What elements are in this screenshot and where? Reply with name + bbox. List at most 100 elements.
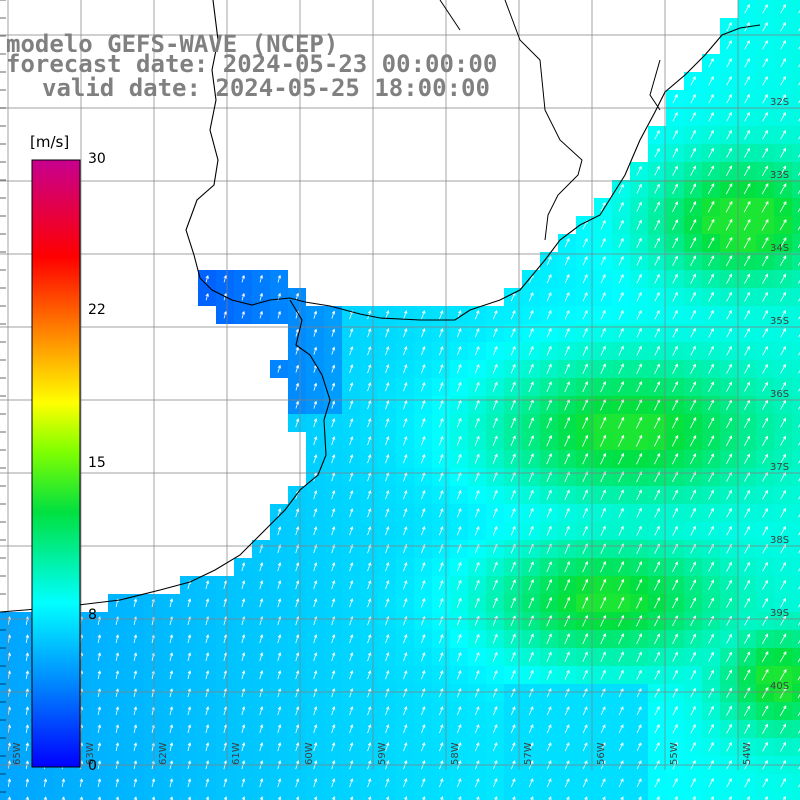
wind-arrow [421, 778, 426, 788]
wind-arrow [25, 778, 30, 787]
wind-arrow [636, 183, 642, 194]
wind-arrow [403, 417, 408, 428]
wind-arrow [492, 633, 498, 644]
wind-cell [378, 792, 396, 800]
wind-arrow [492, 471, 498, 482]
lon-label: 63W [85, 742, 96, 765]
wind-arrow [797, 225, 800, 231]
wind-arrow [780, 112, 786, 122]
wind-arrow [277, 724, 282, 734]
wind-cell [486, 792, 504, 800]
wind-arrow [277, 778, 282, 788]
wind-arrow [690, 778, 696, 788]
wind-arrow [779, 237, 787, 249]
wind-arrow [654, 363, 660, 374]
wind-arrow [780, 58, 786, 68]
wind-arrow [797, 693, 800, 699]
wind-arrow [385, 778, 390, 788]
wind-cell [792, 558, 800, 576]
wind-arrow [708, 381, 714, 392]
wind-arrow [708, 615, 714, 626]
wind-arrow [726, 309, 732, 320]
wind-arrow [654, 579, 661, 591]
wind-arrow [798, 81, 800, 86]
wind-arrow [421, 310, 426, 320]
wind-arrow [690, 453, 697, 465]
wind-arrow [187, 634, 192, 644]
wind-arrow [295, 688, 300, 698]
wind-arrow [582, 381, 588, 393]
coastline [185, 0, 761, 321]
wind-arrow [672, 345, 678, 356]
wind-arrow [349, 400, 354, 410]
wind-arrow [331, 436, 336, 446]
wind-arrow [798, 63, 800, 68]
wind-cell [792, 342, 800, 360]
wind-arrow [690, 165, 696, 176]
wind-arrow [205, 796, 210, 800]
wind-arrow [798, 603, 800, 608]
wind-arrow [241, 562, 246, 572]
wind-arrow [564, 274, 570, 284]
wind-arrow [564, 416, 571, 429]
wind-arrow [133, 778, 138, 788]
wind-arrow [385, 328, 390, 338]
wind-cell [738, 792, 756, 800]
lat-label: 36S [770, 389, 789, 400]
wind-arrow [798, 351, 800, 356]
wind-arrow [367, 382, 372, 392]
wind-arrow [744, 778, 750, 788]
wind-cell [18, 792, 36, 800]
wind-arrow [349, 796, 354, 800]
wind-arrow [492, 579, 498, 590]
colorbar-tick-30: 30 [88, 151, 106, 167]
wind-arrow [25, 634, 30, 643]
wind-arrow [618, 273, 624, 284]
wind-cell [792, 360, 800, 378]
wind-arrow [277, 364, 282, 373]
wind-arrow [780, 489, 786, 500]
wind-arrow [672, 237, 678, 249]
wind-arrow [169, 706, 174, 716]
wind-arrow [618, 778, 624, 788]
wind-arrow [618, 183, 624, 194]
wind-arrow [528, 579, 534, 591]
wind-arrow [797, 243, 800, 249]
wind-arrow [635, 434, 643, 447]
wind-arrow [690, 129, 696, 140]
wind-arrow [780, 453, 786, 464]
wind-arrow [672, 183, 678, 194]
lat-label: 33S [770, 170, 789, 181]
wind-arrow [746, 796, 750, 800]
wind-arrow [205, 742, 210, 752]
wind-arrow [726, 561, 732, 572]
wind-arrow [277, 274, 282, 283]
wind-arrow [439, 688, 444, 698]
wind-arrow [672, 615, 679, 627]
wind-arrow [133, 706, 138, 716]
wind-arrow [421, 346, 426, 356]
wind-arrow [546, 256, 552, 266]
wind-arrow [25, 688, 30, 697]
wind-arrow [564, 525, 570, 536]
wind-arrow [492, 435, 498, 446]
wind-arrow [277, 688, 282, 698]
wind-arrow [582, 434, 589, 447]
wind-arrow [474, 579, 480, 590]
wind-arrow [241, 310, 246, 319]
wind-arrow [726, 381, 732, 392]
wind-arrow [618, 525, 624, 536]
wind-arrow [618, 507, 624, 518]
wind-arrow [725, 236, 733, 249]
wind-arrow [618, 398, 625, 411]
wind-arrow [602, 796, 606, 800]
wind-arrow [115, 706, 120, 716]
wind-arrow [528, 381, 534, 392]
wind-arrow [780, 147, 786, 158]
wind-arrow [690, 507, 696, 518]
wind-arrow [654, 724, 660, 734]
wind-arrow [474, 525, 480, 536]
wind-arrow [313, 634, 318, 644]
wind-arrow [367, 742, 372, 752]
wind-arrow [672, 381, 679, 393]
